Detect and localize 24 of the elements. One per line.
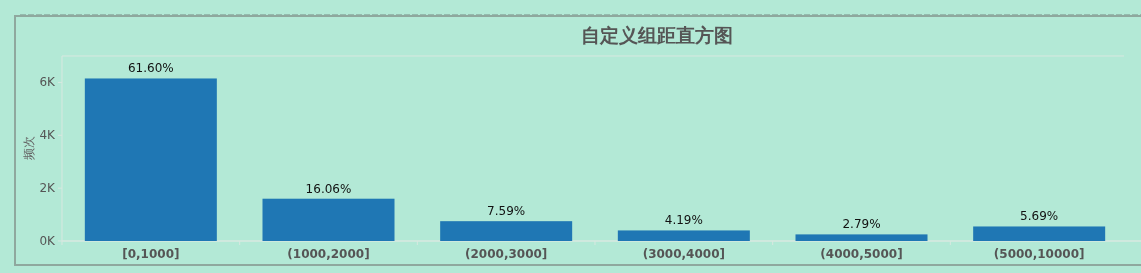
bar	[795, 234, 928, 241]
y-tick-label: 2K	[39, 181, 57, 196]
annotation: 7.59%	[487, 204, 526, 219]
annotation: 16.06%	[305, 181, 352, 196]
annotation: 5.69%	[1020, 209, 1059, 224]
x-tick-label: (1000,2000]	[287, 247, 370, 261]
y-tick-label: 0K	[39, 234, 57, 248]
bar	[262, 198, 395, 241]
annotation: 2.79%	[842, 217, 881, 232]
bar	[973, 226, 1106, 241]
x-tick-label: (5000,10000]	[993, 247, 1085, 261]
x-tick-label: (4000,5000]	[820, 247, 903, 261]
annotation: 61.60%	[127, 61, 174, 76]
x-tick-label: (3000,4000]	[642, 247, 725, 261]
bar	[84, 78, 217, 241]
x-tick-label: [0,1000]	[122, 247, 180, 261]
chart-title: 自定义组距直方图	[581, 24, 733, 46]
annotation: 4.19%	[664, 213, 703, 228]
bar	[617, 230, 750, 241]
x-tick-label: (2000,3000]	[465, 247, 548, 261]
y-tick-label: 4K	[39, 128, 57, 143]
bar	[440, 221, 573, 241]
y-tick-label: 6K	[39, 75, 57, 90]
y-axis-title: 频次	[22, 136, 36, 160]
